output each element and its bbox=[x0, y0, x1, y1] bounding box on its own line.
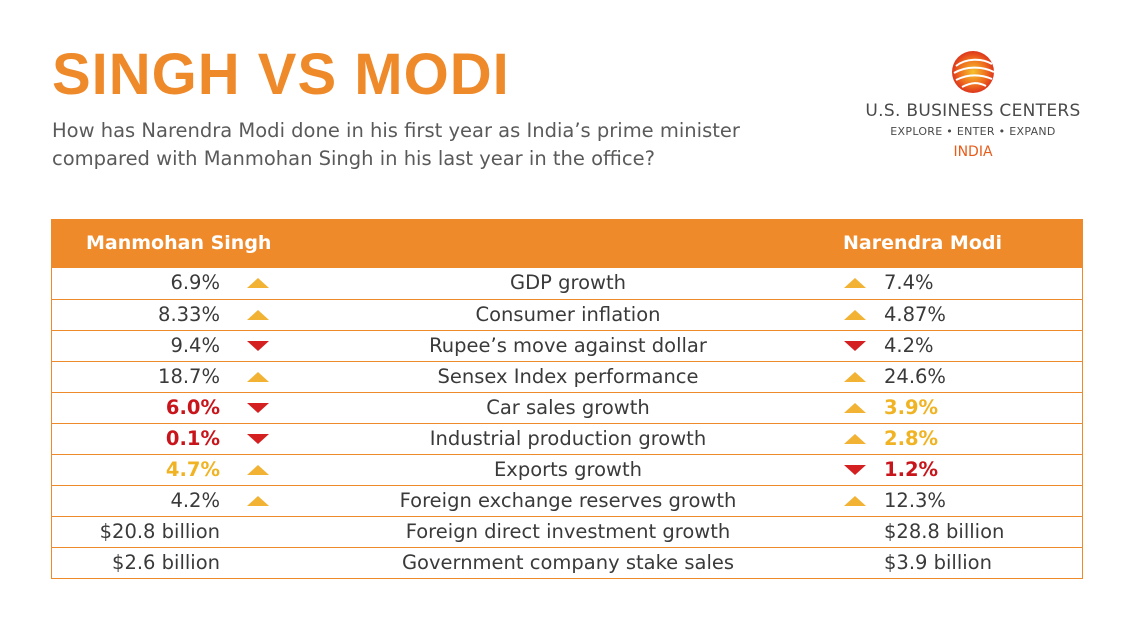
modi-value: 3.9% bbox=[884, 396, 938, 419]
singh-value: 4.2% bbox=[170, 489, 220, 512]
up-arrow-icon bbox=[247, 278, 269, 290]
table-header: Manmohan Singh Narendra Modi bbox=[52, 220, 1082, 268]
table-row: 6.9% GDP growth 7.4% bbox=[52, 268, 1082, 299]
brand-logo: U.S. BUSINESS CENTERS EXPLORE • ENTER • … bbox=[856, 48, 1090, 162]
modi-value: 24.6% bbox=[884, 365, 946, 388]
singh-value: $20.8 billion bbox=[100, 520, 220, 543]
metric-label: GDP growth bbox=[310, 271, 826, 294]
modi-value: 2.8% bbox=[884, 427, 938, 450]
down-arrow-icon bbox=[247, 403, 269, 415]
down-arrow-icon bbox=[247, 341, 269, 353]
up-arrow-icon bbox=[247, 372, 269, 384]
metric-label: Industrial production growth bbox=[310, 427, 826, 450]
header-singh: Manmohan Singh bbox=[86, 232, 271, 254]
up-arrow-icon bbox=[844, 496, 866, 508]
table-row: 6.0% Car sales growth 3.9% bbox=[52, 392, 1082, 423]
modi-value: $3.9 billion bbox=[884, 551, 992, 574]
up-arrow-icon bbox=[247, 310, 269, 322]
singh-value: 6.0% bbox=[166, 396, 220, 419]
singh-value: 0.1% bbox=[166, 427, 220, 450]
up-arrow-icon bbox=[844, 434, 866, 446]
modi-value: $28.8 billion bbox=[884, 520, 1004, 543]
singh-value: 9.4% bbox=[170, 334, 220, 357]
modi-value: 4.2% bbox=[884, 334, 934, 357]
table-row: 8.33% Consumer inflation 4.87% bbox=[52, 299, 1082, 330]
metric-label: Exports growth bbox=[310, 458, 826, 481]
modi-value: 7.4% bbox=[884, 271, 934, 294]
modi-value: 1.2% bbox=[884, 458, 938, 481]
table-row: 4.2% Foreign exchange reserves growth 12.3… bbox=[52, 485, 1082, 516]
up-arrow-icon bbox=[844, 310, 866, 322]
comparison-table: Manmohan Singh Narendra Modi 6.9% GDP gro… bbox=[51, 219, 1083, 579]
table-row: 4.7% Exports growth 1.2% bbox=[52, 454, 1082, 485]
logo-country: INDIA bbox=[856, 142, 1090, 162]
table-row: $2.6 billion Government company stake sal… bbox=[52, 547, 1082, 578]
metric-label: Foreign exchange reserves growth bbox=[310, 489, 826, 512]
page-title: SINGH VS MODI bbox=[52, 44, 510, 106]
metric-label: Sensex Index performance bbox=[310, 365, 826, 388]
table-row: 0.1% Industrial production growth 2.8% bbox=[52, 423, 1082, 454]
singh-value: 4.7% bbox=[166, 458, 220, 481]
metric-label: Foreign direct investment growth bbox=[310, 520, 826, 543]
up-arrow-icon bbox=[844, 372, 866, 384]
down-arrow-icon bbox=[247, 434, 269, 446]
up-arrow-icon bbox=[844, 278, 866, 290]
metric-label: Government company stake sales bbox=[310, 551, 826, 574]
globe-logo-icon bbox=[948, 48, 998, 96]
up-arrow-icon bbox=[844, 403, 866, 415]
metric-label: Consumer inflation bbox=[310, 303, 826, 326]
singh-value: 8.33% bbox=[158, 303, 220, 326]
singh-value: $2.6 billion bbox=[112, 551, 220, 574]
modi-value: 4.87% bbox=[884, 303, 946, 326]
modi-value: 12.3% bbox=[884, 489, 946, 512]
singh-value: 6.9% bbox=[170, 271, 220, 294]
metric-label: Car sales growth bbox=[310, 396, 826, 419]
singh-value: 18.7% bbox=[158, 365, 220, 388]
down-arrow-icon bbox=[844, 341, 866, 353]
table-row: $20.8 billion Foreign direct investment g… bbox=[52, 516, 1082, 547]
down-arrow-icon bbox=[844, 465, 866, 477]
up-arrow-icon bbox=[247, 496, 269, 508]
logo-company-name: U.S. BUSINESS CENTERS bbox=[856, 100, 1090, 122]
table-body: 6.9% GDP growth 7.4% 8.33% Consumer inflatio… bbox=[52, 268, 1082, 578]
up-arrow-icon bbox=[247, 465, 269, 477]
logo-tagline: EXPLORE • ENTER • EXPAND bbox=[856, 124, 1090, 140]
table-row: 9.4% Rupee’s move against dollar 4.2% bbox=[52, 330, 1082, 361]
table-row: 18.7% Sensex Index performance 24.6% bbox=[52, 361, 1082, 392]
header-modi: Narendra Modi bbox=[843, 232, 1002, 254]
metric-label: Rupee’s move against dollar bbox=[310, 334, 826, 357]
page-subtitle: How has Narendra Modi done in his first … bbox=[52, 117, 772, 173]
